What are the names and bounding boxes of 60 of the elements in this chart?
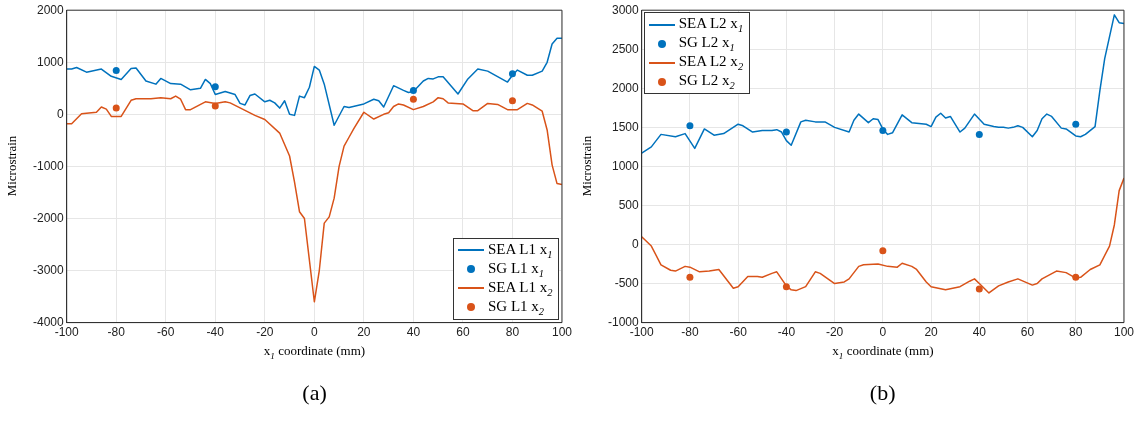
point xyxy=(112,67,120,75)
legend-label: SG L1 x$_{1}$ xyxy=(487,259,545,279)
y-tick-label: 0 xyxy=(57,106,64,121)
point xyxy=(975,285,983,293)
x-tick-label: 80 xyxy=(1069,325,1083,340)
y-tick-label: 0 xyxy=(632,236,639,251)
y-axis-title: Microstrain xyxy=(578,136,595,197)
x-tick-label: -60 xyxy=(729,325,748,340)
x-axis-title: x$_{1}$ coordinate (mm) xyxy=(832,342,934,361)
legend-label: SEA L1 x$_{2}$ xyxy=(487,278,553,298)
point xyxy=(112,104,120,112)
x-tick-label: -20 xyxy=(825,325,844,340)
point xyxy=(686,122,694,130)
x-tick-label: 40 xyxy=(972,325,987,340)
x-tick-label: 0 xyxy=(879,325,887,340)
x-tick-label: 0 xyxy=(311,325,318,340)
x-tick-label: 20 xyxy=(924,325,939,340)
y-tick-label: 2000 xyxy=(611,80,640,95)
text: (a) xyxy=(302,380,327,406)
x-tick-label: -40 xyxy=(206,325,225,340)
point xyxy=(1072,120,1080,128)
x-tick-label: 80 xyxy=(505,325,520,340)
legend-label: SG L2 x$_{1}$ xyxy=(678,34,735,54)
x-tick-label: -20 xyxy=(256,325,274,340)
legend-label: SEA L2 x$_{2}$ xyxy=(678,53,744,73)
y-tick-label: 3000 xyxy=(611,2,640,17)
point xyxy=(211,83,219,91)
y-tick-label: -3000 xyxy=(32,262,65,277)
x-tick-label: 60 xyxy=(1020,325,1035,340)
x-tick-label: 60 xyxy=(456,325,470,340)
y-tick-label: 1000 xyxy=(611,158,640,173)
y-tick-label: -500 xyxy=(614,275,639,290)
x-axis-title: x$_{1}$ coordinate (mm) xyxy=(263,342,366,361)
legend-label: SG L1 x$_{2}$ xyxy=(487,297,545,317)
x-tick-label: 40 xyxy=(406,325,421,340)
point xyxy=(975,130,983,138)
x-tick-label: -40 xyxy=(777,325,796,340)
legend-label: SEA L2 x$_{1}$ xyxy=(678,15,744,35)
y-tick-label: 2000 xyxy=(36,2,65,17)
y-axis-title: Microstrain xyxy=(3,136,20,197)
point xyxy=(508,97,516,105)
x-tick-label: 20 xyxy=(357,325,371,340)
x-tick-label: -80 xyxy=(681,325,699,340)
point xyxy=(409,95,417,103)
x-tick-label: 100 xyxy=(1113,325,1135,340)
text: (b) xyxy=(869,380,896,406)
x-tick-label: -80 xyxy=(107,325,126,340)
legend-label: SG L2 x$_{2}$ xyxy=(678,72,735,92)
y-tick-label: 1000 xyxy=(36,54,65,69)
y-tick-label: 2500 xyxy=(611,41,640,56)
point xyxy=(879,247,887,255)
y-tick-label: -2000 xyxy=(32,210,65,225)
x-tick-label: -60 xyxy=(157,325,175,340)
y-tick-label: -1000 xyxy=(32,158,65,173)
point xyxy=(686,273,694,281)
y-tick-label: 1500 xyxy=(611,119,640,134)
legend-label: SEA L1 x$_{1}$ xyxy=(487,240,553,260)
y-tick-label: 500 xyxy=(618,197,640,212)
point xyxy=(782,128,790,136)
x-tick-label: 100 xyxy=(551,325,573,340)
